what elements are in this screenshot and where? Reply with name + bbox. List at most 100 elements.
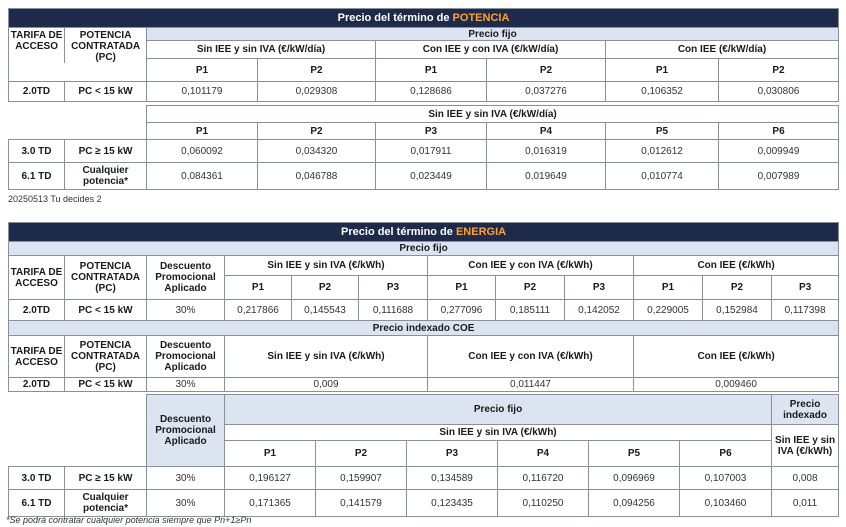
value-cell: 0,106352 (605, 81, 719, 102)
table-row: 2.0TD PC < 15 kW 0,101179 0,029308 0,128… (8, 81, 840, 102)
tarifa-cell: 3.0 TD (8, 139, 65, 163)
value-cell: 0,009460 (632, 377, 840, 392)
group-con-iee: Con IEE (€/kW/día) (604, 40, 840, 59)
energia-title: Precio del término de ENERGIA (7, 222, 840, 242)
period-header: P2 (257, 58, 376, 82)
group-sin-iee: Sin IEE y sin IVA (€/kWh) (224, 255, 428, 276)
period-header: P1 (146, 122, 258, 140)
tarifa-header: TARIFA DE ACCESO POTENCIA CONTRATADA (PC… (8, 27, 147, 82)
value-cell: 0,117398 (770, 299, 840, 321)
precio-indexado-header: Precio indexado (771, 394, 840, 425)
pc-cell: PC < 15 kW (64, 377, 147, 392)
table-row: 6.1 TD Cualquier potencia* 0,084361 0,04… (8, 162, 840, 190)
idx-group-con-iee: Con IEE (€/kWh) (632, 335, 840, 378)
period-header: P3 (406, 440, 498, 467)
value-cell: 0,145543 (291, 299, 359, 321)
value-cell: 0,116720 (497, 466, 589, 490)
potencia-title-accent: POTENCIA (452, 11, 510, 24)
col-descuento-label: Descuento Promocional Aplicado (146, 335, 225, 378)
descuento-cell: 30% (146, 377, 225, 392)
value-cell: 0,011447 (427, 377, 634, 392)
precio-fijo-header: Precio fijo (145, 27, 840, 41)
value-cell: 0,019649 (486, 162, 606, 190)
value-cell: 0,123435 (406, 489, 498, 517)
pc-cell: PC < 15 kW (64, 81, 147, 102)
col-descuento-label: Descuento Promocional Aplicado (146, 394, 225, 467)
table-row: 3.0 TD PC ≥ 15 kW 30% 0,196127 0,159907 … (8, 466, 840, 490)
value-cell: 0,171365 (224, 489, 316, 517)
value-cell: 0,111688 (358, 299, 428, 321)
col-potencia-label: POTENCIA CONTRATADA (PC) (64, 255, 147, 300)
pc-cell: PC ≥ 15 kW (64, 466, 147, 490)
period-header: P1 (146, 58, 258, 82)
period-header: P2 (702, 275, 772, 300)
period-header: P1 (605, 58, 719, 82)
tarifa-cell: 2.0TD (8, 81, 65, 102)
energia-table: Precio del término de ENERGIA Precio fij… (7, 222, 840, 392)
group-6p-header: Sin IEE y sin IVA (€/kW/día) (145, 105, 840, 123)
descuento-cell: 30% (146, 466, 225, 490)
period-header: P4 (497, 440, 589, 467)
value-cell: 0,134589 (406, 466, 498, 490)
value-cell: 0,217866 (224, 299, 292, 321)
value-cell: 0,110250 (497, 489, 589, 517)
value-cell: 0,185111 (495, 299, 565, 321)
col-potencia-label: POTENCIA CONTRATADA (PC) (64, 28, 145, 63)
idx-group-con-iee-iva: Con IEE y con IVA (€/kWh) (427, 335, 634, 378)
value-cell: 0,277096 (427, 299, 496, 321)
indexado-cell: 0,008 (771, 466, 840, 490)
period-header: P5 (605, 122, 719, 140)
col-tarifa-label: TARIFA DE ACCESO (8, 255, 65, 300)
value-cell: 0,141579 (315, 489, 407, 517)
value-cell: 0,084361 (146, 162, 258, 190)
energia-title-accent: ENERGIA (455, 225, 507, 238)
potencia-table: Precio del término de POTENCIA TARIFA DE… (7, 8, 840, 102)
period-header: P2 (291, 275, 359, 300)
descuento-cell: 30% (146, 489, 225, 517)
potencia-table-6p: Sin IEE y sin IVA (€/kW/día) P1 P2 P3 P4… (8, 105, 840, 190)
period-header: P3 (358, 275, 428, 300)
precio-fijo-header: Precio fijo (7, 241, 840, 256)
footnote: *Se podrá contratar cualquier potencia s… (6, 515, 252, 525)
period-header: P4 (486, 122, 606, 140)
table-row: 2.0TD PC < 15 kW 30% 0,217866 0,145543 0… (8, 299, 840, 321)
tarifa-cell: 2.0TD (8, 377, 65, 392)
period-header: P2 (495, 275, 565, 300)
tarifa-cell: 6.1 TD (8, 162, 65, 190)
period-header: P3 (375, 122, 487, 140)
value-cell: 0,030806 (717, 81, 840, 102)
value-cell: 0,060092 (146, 139, 258, 163)
idx-group-sin-iee: Sin IEE y sin IVA (€/kWh) (224, 335, 428, 378)
pc-cell: Cualquier potencia* (64, 162, 147, 190)
period-header: P2 (257, 122, 376, 140)
table-row: 2.0TD PC < 15 kW 30% 0,009 0,011447 0,00… (8, 377, 840, 392)
value-cell: 0,012612 (605, 139, 719, 163)
period-header: P1 (224, 440, 316, 467)
potencia-title: Precio del término de POTENCIA (7, 8, 840, 28)
value-cell: 0,016319 (486, 139, 606, 163)
period-header: P1 (375, 58, 487, 82)
value-cell: 0,128686 (375, 81, 487, 102)
value-cell: 0,159907 (315, 466, 407, 490)
pc-cell: Cualquier potencia* (64, 489, 147, 517)
value-cell: 0,029308 (257, 81, 376, 102)
period-header: P6 (717, 122, 840, 140)
group-con-iee-iva: Con IEE y con IVA (€/kW/día) (375, 40, 606, 59)
precio-indexado-header: Precio indexado COE (7, 320, 840, 336)
period-header: P2 (315, 440, 407, 467)
group-con-iee: Con IEE (€/kWh) (632, 255, 840, 276)
value-cell: 0,007989 (717, 162, 840, 190)
value-cell: 0,094256 (588, 489, 680, 517)
col-tarifa-label: TARIFA DE ACCESO (8, 335, 65, 378)
pc-cell: PC ≥ 15 kW (64, 139, 147, 163)
value-cell: 0,096969 (588, 466, 680, 490)
period-header: P1 (224, 275, 292, 300)
value-cell: 0,103460 (678, 489, 773, 517)
value-cell: 0,152984 (702, 299, 772, 321)
value-cell: 0,142052 (564, 299, 634, 321)
period-header: P1 (633, 275, 703, 300)
period-header: P1 (427, 275, 496, 300)
value-cell: 0,010774 (605, 162, 719, 190)
group-6p-header: Sin IEE y sin IVA (€/kWh) (223, 424, 773, 441)
group-sin-iee: Sin IEE y sin IVA (€/kW/día) (146, 40, 376, 59)
